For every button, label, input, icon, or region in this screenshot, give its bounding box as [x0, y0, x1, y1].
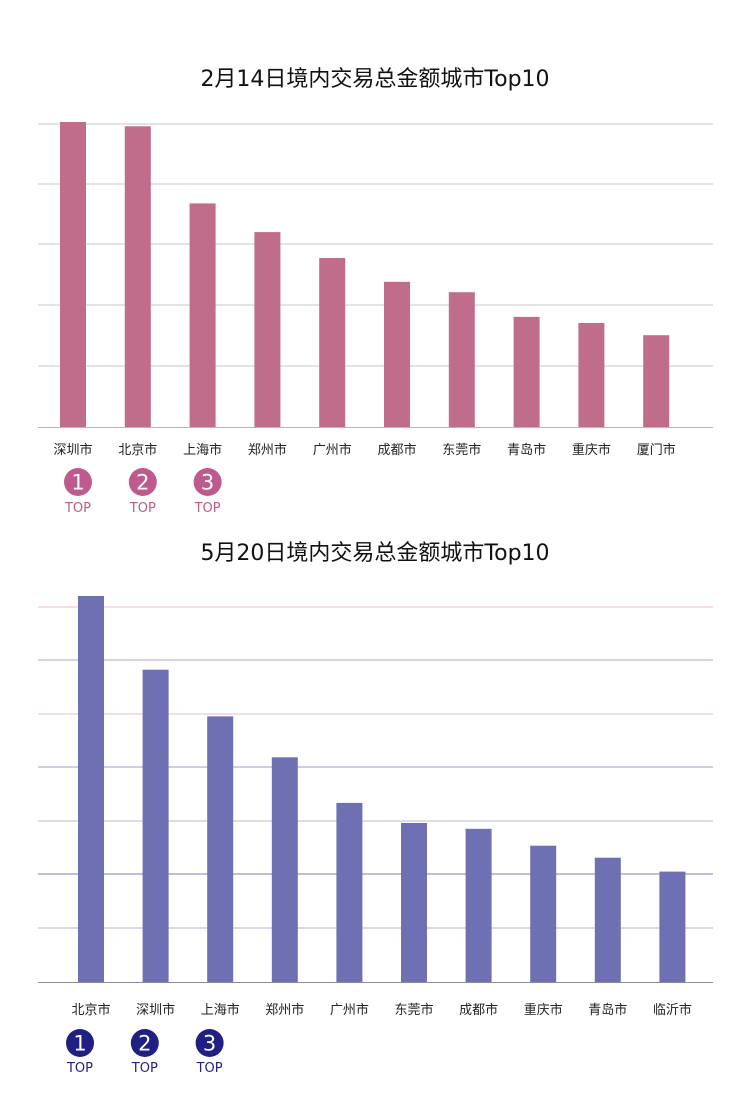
rank-number: 3: [203, 1032, 216, 1056]
bar-青岛市: [594, 857, 621, 982]
bar-北京市: [78, 596, 104, 982]
x-tick-label: 重庆市: [524, 1002, 563, 1018]
x-tick-label: 广州市: [330, 1002, 369, 1018]
bar-北京市: [124, 126, 151, 428]
rank-number: 2: [138, 1032, 151, 1056]
top-badge-2: 2 TOP: [131, 1029, 159, 1076]
rank-top-label: TOP: [194, 501, 221, 516]
top-badge-3: 3 TOP: [196, 1029, 224, 1076]
x-tick-label: 青岛市: [588, 1002, 627, 1018]
bar-上海市: [207, 716, 234, 982]
rank-number: 1: [73, 1032, 86, 1056]
bar-成都市: [465, 828, 492, 982]
bar-郑州市: [271, 757, 298, 982]
x-tick-label: 临沂市: [653, 1002, 692, 1018]
x-tick-label: 成都市: [459, 1002, 498, 1018]
rank-circle: [130, 1029, 159, 1057]
x-tick-label: 广州市: [313, 442, 352, 458]
bar-东莞市: [448, 292, 475, 427]
rank-number: 3: [201, 471, 214, 495]
x-tick-label: 东莞市: [442, 442, 481, 458]
bar-广州市: [319, 258, 346, 427]
x-tick-label: 深圳市: [53, 442, 92, 458]
x-tick-label: 重庆市: [572, 442, 611, 458]
rank-top-label: TOP: [66, 1061, 93, 1076]
x-tick-label: 厦门市: [637, 442, 676, 458]
x-tick-label: 上海市: [201, 1002, 240, 1018]
bar-深圳市: [142, 669, 169, 982]
rank-number: 1: [71, 471, 84, 495]
bar-临沂市: [659, 871, 686, 982]
rank-circle: [193, 468, 222, 496]
rank-top-label: TOP: [196, 1061, 223, 1076]
top-badge-2: 2 TOP: [129, 468, 157, 516]
x-tick-label: 郑州市: [265, 1002, 304, 1018]
bar-上海市: [189, 203, 216, 427]
rank-circle: [64, 468, 92, 496]
top-badge-1: 1 TOP: [66, 1029, 94, 1076]
x-tick-label: 北京市: [118, 442, 157, 458]
bar-重庆市: [578, 323, 605, 427]
bar-重庆市: [530, 845, 557, 982]
bar-深圳市: [60, 122, 86, 427]
x-tick-label: 北京市: [71, 1002, 110, 1018]
rank-top-label: TOP: [64, 501, 91, 516]
x-tick-label: 东莞市: [394, 1002, 433, 1018]
rank-top-label: TOP: [129, 501, 156, 516]
bar-广州市: [336, 802, 363, 982]
bar-郑州市: [254, 232, 281, 427]
chart-1: 2月14日境内交易总金额城市Top10 深圳市 北京市 上海市 郑州市 广州市 成都市 东莞市…: [38, 67, 713, 516]
chart-2: 5月20日境内交易总金额城市Top10 北京市 深圳市 上海市 郑州市 广州市 东莞市 成都市…: [38, 541, 713, 1076]
bar-厦门市: [643, 335, 670, 427]
rank-circle: [128, 468, 157, 496]
chart-title: 2月14日境内交易总金额城市Top10: [200, 67, 549, 92]
x-tick-label: 深圳市: [136, 1002, 175, 1018]
x-tick-label: 郑州市: [248, 442, 287, 458]
x-tick-label: 成都市: [377, 442, 416, 458]
rank-top-label: TOP: [131, 1061, 158, 1076]
rank-circle: [195, 1029, 224, 1057]
bar-青岛市: [513, 316, 540, 427]
top-badge-1: 1 TOP: [64, 468, 92, 516]
bar-成都市: [384, 281, 410, 427]
rank-circle: [66, 1029, 94, 1057]
chart-title: 5月20日境内交易总金额城市Top10: [200, 541, 549, 566]
x-tick-label: 青岛市: [507, 442, 546, 458]
bar-东莞市: [401, 823, 427, 982]
x-tick-label: 上海市: [183, 442, 222, 458]
rank-number: 2: [136, 471, 149, 495]
top-badge-3: 3 TOP: [194, 468, 222, 516]
